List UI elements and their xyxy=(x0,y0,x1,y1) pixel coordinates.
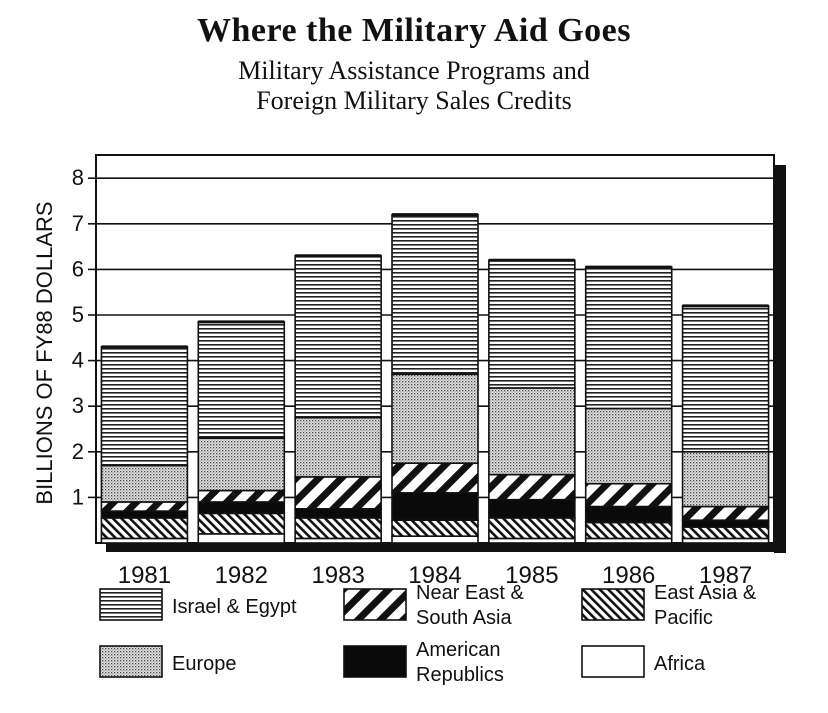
bar-segment xyxy=(197,437,286,492)
legend-swatch xyxy=(343,645,407,678)
bar-segment xyxy=(391,535,479,544)
y-tick-label: 2 xyxy=(72,439,84,464)
legend-label: Pacific xyxy=(654,607,713,629)
y-tick-label: 3 xyxy=(72,393,84,418)
legend: Israel & Egypt Near East & South Asia East … xyxy=(99,582,757,686)
bar-segment xyxy=(488,259,576,389)
legend-label: Near East & xyxy=(416,582,524,604)
bar-segment xyxy=(488,387,576,476)
x-tick-label: 1987 xyxy=(699,562,752,589)
x-tick-label: 1982 xyxy=(215,562,268,589)
frame-shadow-bottom xyxy=(106,543,786,552)
x-tick-label: 1984 xyxy=(408,562,461,589)
bar-segment xyxy=(197,533,286,544)
y-tick-label: 7 xyxy=(72,211,84,236)
bar-segment xyxy=(488,498,576,519)
legend-swatch xyxy=(343,588,407,621)
bar-segment xyxy=(391,519,479,537)
bar-segment xyxy=(294,517,382,540)
bar-segment xyxy=(488,517,576,540)
bar-segment xyxy=(681,519,770,528)
bar-segment xyxy=(100,501,189,512)
y-tick-label: 8 xyxy=(72,165,84,190)
x-tick-label: 1985 xyxy=(505,562,558,589)
frame-shadow-right xyxy=(774,165,786,553)
x-tick-label: 1986 xyxy=(602,562,655,589)
legend-label: East Asia & xyxy=(654,582,757,604)
bar-segment xyxy=(197,501,286,515)
bar-segment xyxy=(584,266,673,410)
chart-subtitle-line2: Foreign Military Sales Credits xyxy=(256,86,572,115)
x-tick-label: 1983 xyxy=(311,562,364,589)
bar-segment xyxy=(294,476,382,510)
bar-segment xyxy=(197,512,286,535)
bar-segment xyxy=(681,505,770,521)
bar-segment xyxy=(100,517,189,540)
y-tick-label: 5 xyxy=(72,302,84,327)
bar-segment xyxy=(391,492,479,521)
bar-segment xyxy=(294,507,382,519)
bar-segment xyxy=(391,373,479,464)
bar-segment xyxy=(584,482,673,508)
legend-swatch xyxy=(581,645,645,678)
y-tick-label: 6 xyxy=(72,256,84,281)
plot-area: 1 2 3 4 5 6 7 8 BILLIONS OF FY88 DOLLARS 1981 1982… xyxy=(32,154,786,589)
legend-label: Israel & Egypt xyxy=(172,596,297,618)
y-tick-label: 1 xyxy=(72,484,84,509)
legend-label: American xyxy=(416,639,500,661)
bar-segment xyxy=(294,254,382,419)
bar-segment xyxy=(681,450,770,508)
y-axis-label: BILLIONS OF FY88 DOLLARS xyxy=(32,201,57,504)
bar-segment xyxy=(294,416,382,478)
chart-subtitle-line1: Military Assistance Programs and xyxy=(238,56,590,85)
bar-segment xyxy=(391,213,479,376)
legend-label: Africa xyxy=(654,653,706,675)
x-tick-label: 1981 xyxy=(118,562,171,589)
legend-label: Europe xyxy=(172,653,237,675)
bar-segment xyxy=(100,346,189,467)
bar-segment xyxy=(197,489,286,503)
bar-segment xyxy=(681,526,770,540)
bar-segment xyxy=(488,473,576,501)
bar-segment xyxy=(197,321,286,439)
legend-swatch xyxy=(581,588,645,621)
y-tick-label: 4 xyxy=(72,348,84,373)
legend-swatch xyxy=(99,645,163,678)
bar-segment xyxy=(584,505,673,524)
bar-segment xyxy=(100,464,189,503)
chart-title: Where the Military Aid Goes xyxy=(196,12,632,49)
legend-label: Republics xyxy=(416,664,504,686)
bar-segment xyxy=(681,305,770,453)
bar-segment xyxy=(100,510,189,519)
legend-label: South Asia xyxy=(416,607,513,629)
bar-segment xyxy=(584,407,673,485)
bar-segment xyxy=(584,521,673,540)
bar-segment xyxy=(391,462,479,494)
legend-swatch xyxy=(99,588,163,621)
